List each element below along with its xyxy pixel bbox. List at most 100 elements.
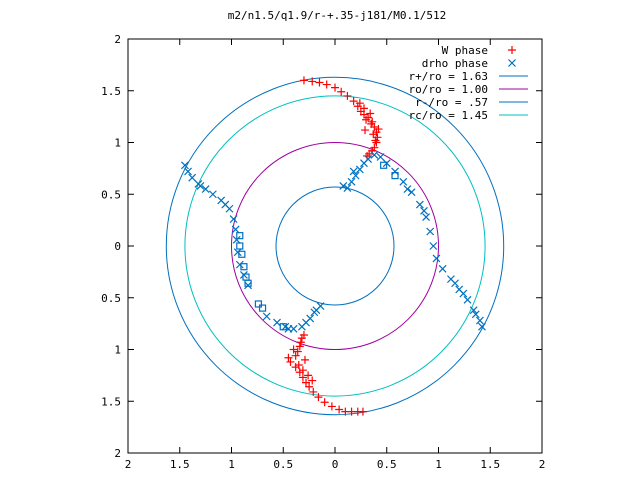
legend-label: rc/ro = 1.45 [409, 109, 488, 122]
y-tick-label: 1.5 [101, 395, 121, 408]
ref-circle-2 [231, 142, 439, 350]
drho-phase-point [459, 289, 468, 298]
drho-phase-point [201, 185, 210, 193]
square-point [236, 232, 244, 240]
drho-phase-point [391, 167, 399, 176]
ref-circle-4 [184, 95, 486, 397]
x-tick-label: 1 [435, 458, 442, 471]
square-point [391, 172, 399, 180]
w-phase-point [293, 347, 302, 356]
w-phase-point [361, 126, 370, 135]
w-phase-point [337, 87, 346, 96]
drho-phase-point [273, 318, 281, 327]
drho-phase-point [347, 177, 356, 186]
drho-phase-point [451, 279, 459, 288]
drho-phase-point [208, 190, 217, 199]
drho-phase-point [239, 271, 248, 279]
w-phase-point [289, 345, 298, 354]
drho-phase-point [184, 167, 192, 176]
y-tick-label: 1 [114, 137, 121, 150]
w-phase-point [367, 119, 376, 128]
drho-phase-point [310, 308, 319, 317]
drho-phase-point [316, 302, 325, 310]
drho-phase-point [376, 153, 385, 161]
square-point [244, 279, 252, 287]
square-point [380, 161, 388, 169]
drho-phase-point [232, 235, 241, 244]
x-axis-ticks: 2 1.5 1 0.5 0 0.5 1 1.5 2 [125, 39, 545, 471]
y-tick-label: 2 [114, 447, 121, 460]
drho-phase-point [475, 316, 484, 325]
drho-phase-point [469, 306, 478, 315]
ref-circle-3 [275, 186, 395, 306]
legend-label: W phase [442, 44, 488, 57]
x-tick-label: 1.5 [480, 458, 500, 471]
drho-phase-point [355, 165, 364, 174]
w-phase-point [349, 97, 358, 106]
w-phase-point [299, 76, 308, 85]
drho-phase-point [471, 310, 480, 319]
y-axis-ticks: 2 1.5 1 0.5 0 0.5 1 1.5 2 [101, 33, 542, 460]
x-tick-label: 2 [125, 458, 132, 471]
reference-circles [165, 76, 505, 416]
drho-phase-point [399, 177, 408, 186]
y-tick-label: 0 [114, 240, 121, 253]
drho-phase-point [438, 264, 447, 273]
w-phase-point [343, 91, 352, 100]
square-point [238, 250, 246, 258]
drho-phase-point [244, 281, 252, 290]
drho-phase-point [196, 182, 205, 190]
drho-phase-point [343, 184, 352, 192]
drho-phase-point [181, 161, 189, 170]
drho-phase-point [370, 150, 379, 159]
w-phase-point [296, 338, 305, 347]
drho-phase-point [235, 260, 244, 269]
w-phase-point [371, 136, 380, 145]
drho-phase-point [349, 167, 358, 176]
legend-swatch [508, 46, 516, 54]
x-tick-label: 1.5 [170, 458, 190, 471]
drho-phase-point [351, 171, 360, 180]
square-point [258, 304, 267, 312]
w-phase-point [300, 355, 309, 364]
drho-phase-point [229, 215, 238, 224]
x-tick-label: 0.5 [377, 458, 397, 471]
drho-phase-point [407, 188, 416, 197]
y-tick-label: 2 [114, 33, 121, 46]
drho-phase-point [422, 213, 431, 221]
drho-phase-point [233, 248, 242, 257]
w-phase-point [320, 398, 329, 407]
x-tick-label: 0 [332, 458, 339, 471]
drho-phase-point [415, 200, 424, 209]
drho-phase-point [339, 182, 348, 190]
y-tick-label: 1.5 [101, 85, 121, 98]
drho-phase-point [403, 185, 412, 193]
w-phase-point [355, 99, 364, 108]
drho-phase-point [420, 206, 428, 215]
w-phase-point [331, 83, 339, 92]
drho-phase-point [221, 200, 230, 209]
drho-phase-point [188, 173, 197, 182]
chart-title: m2/n1.5/q1.9/r-+.35-j181/M0.1/512 [228, 9, 447, 22]
w-phase-point [291, 351, 300, 360]
w-phase-point [308, 376, 317, 385]
w-phase-point [327, 402, 336, 411]
x-tick-label: 1 [228, 458, 235, 471]
drho-phase-point [302, 318, 310, 327]
legend-swatch [508, 59, 516, 67]
square-point [279, 323, 287, 331]
drho-phase-point [463, 295, 472, 304]
w-phase-point [304, 371, 313, 380]
w-phase-point [374, 125, 383, 134]
w-phase-point [315, 78, 324, 87]
y-tick-label: 0.5 [101, 292, 121, 305]
drho-phase-point [262, 312, 271, 321]
w-phase-point [362, 115, 371, 124]
drho-phase-point [429, 242, 438, 250]
x-tick-label: 0.5 [273, 458, 293, 471]
drho-phase-point [231, 225, 240, 234]
square-point [254, 300, 263, 308]
legend-label: ro/ro = 1.00 [409, 83, 488, 96]
